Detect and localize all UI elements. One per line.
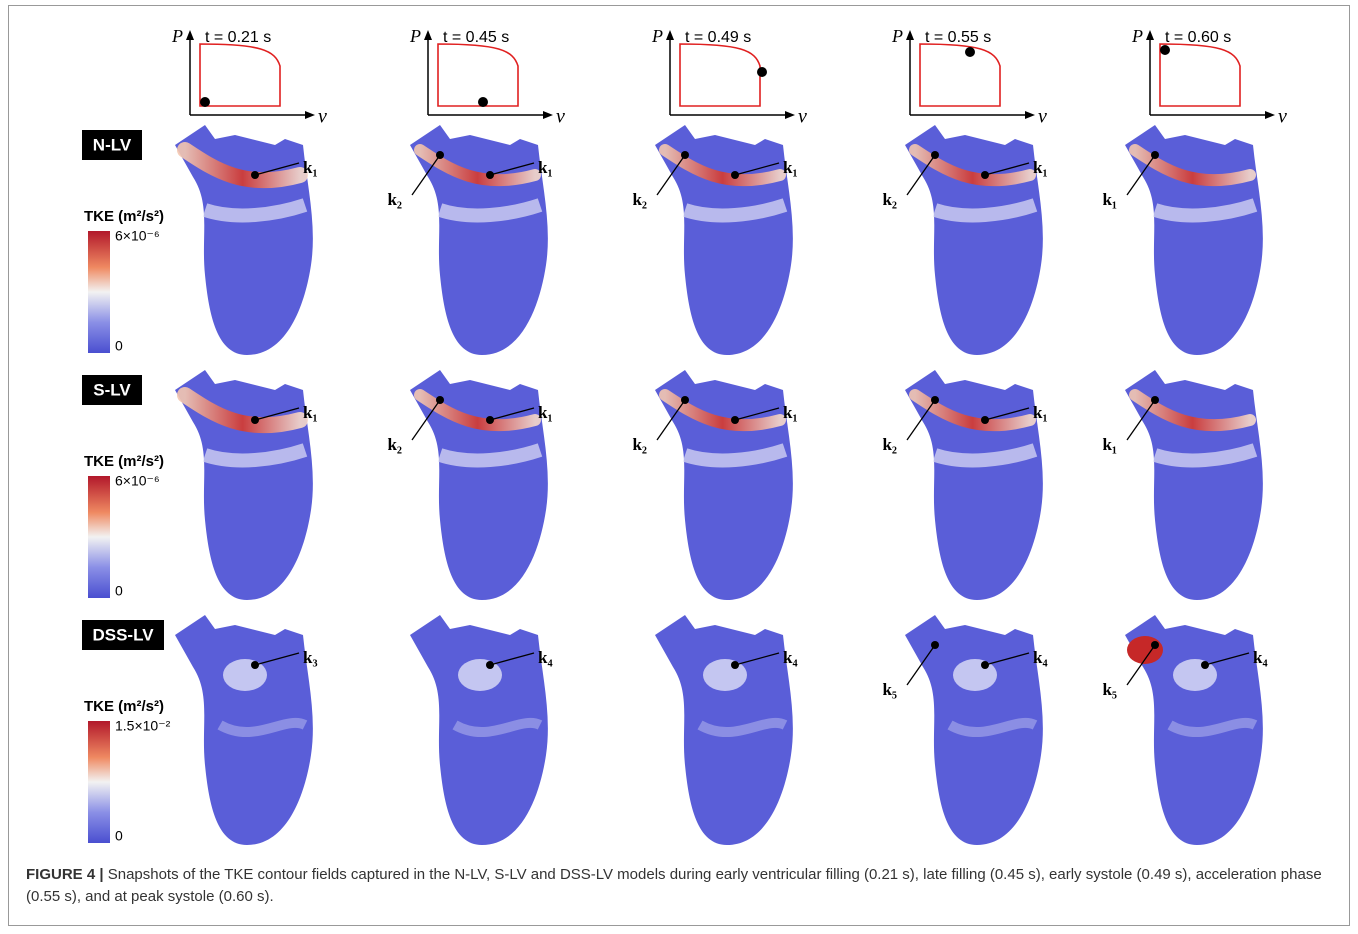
pv-loop — [1160, 44, 1240, 106]
pv-v-label: v — [798, 106, 807, 128]
colorbar-max: 6×10⁻⁶ — [115, 228, 160, 244]
colorbar-max: 1.5×10⁻² — [115, 718, 171, 734]
label-dot — [1201, 661, 1209, 669]
vortex-label: k₁ — [1033, 403, 1048, 422]
pv-dot — [965, 47, 975, 57]
pv-v-label: v — [318, 106, 327, 128]
vortex-label: k₁ — [538, 158, 553, 177]
label-dot — [981, 661, 989, 669]
vortex-label: k₃ — [303, 648, 318, 667]
label-dot — [436, 396, 444, 404]
colorbar-title: TKE (m²/s²) — [84, 698, 164, 715]
pv-p-label: P — [409, 26, 421, 46]
vortex-label: k₁ — [783, 403, 798, 422]
vortex-label: k₂ — [387, 190, 402, 209]
time-label: t = 0.55 s — [925, 29, 991, 46]
pv-v-label: v — [1278, 106, 1287, 128]
colorbar-title: TKE (m²/s²) — [84, 208, 164, 225]
pv-loop — [680, 44, 760, 106]
label-dot — [251, 661, 259, 669]
vortex-label: k₁ — [303, 158, 318, 177]
label-dot — [931, 641, 939, 649]
page: Pv t = 0.21 s Pv t = 0.45 s Pv t = 0.49 s Pv t … — [0, 0, 1358, 934]
time-label: t = 0.49 s — [685, 29, 751, 46]
pv-p-label: P — [171, 26, 183, 46]
pv-dot — [200, 97, 210, 107]
colorbar-min: 0 — [115, 828, 123, 844]
vortex-label: k₂ — [387, 435, 402, 454]
pv-p-label: P — [891, 26, 903, 46]
label-dot — [1151, 151, 1159, 159]
vortex-label: k₁ — [1102, 435, 1117, 454]
label-dot — [681, 151, 689, 159]
vortex-label: k₅ — [1102, 680, 1117, 699]
colorbar-max: 6×10⁻⁶ — [115, 473, 160, 489]
time-label: t = 0.45 s — [443, 29, 509, 46]
row-label: N-LV — [93, 135, 132, 154]
colorbar — [88, 231, 110, 353]
vortex-label: k₂ — [632, 190, 647, 209]
label-dot — [731, 416, 739, 424]
pv-v-label: v — [556, 106, 565, 128]
label-dot — [1151, 396, 1159, 404]
label-dot — [486, 661, 494, 669]
figure: Pv t = 0.21 s Pv t = 0.45 s Pv t = 0.49 s Pv t … — [0, 0, 1358, 860]
label-dot — [1151, 641, 1159, 649]
vortex-label: k₄ — [1253, 648, 1268, 667]
pv-loop — [438, 44, 518, 106]
caption-text: Snapshots of the TKE contour fields capt… — [26, 866, 1322, 905]
label-dot — [681, 396, 689, 404]
vortex-label: k₁ — [1102, 190, 1117, 209]
vortex-label: k₂ — [882, 435, 897, 454]
pv-p-label: P — [651, 26, 663, 46]
label-dot — [486, 171, 494, 179]
label-dot — [981, 416, 989, 424]
pv-loop — [920, 44, 1000, 106]
label-dot — [931, 396, 939, 404]
colorbar — [88, 476, 110, 598]
vortex-label: k₅ — [882, 680, 897, 699]
pv-v-label: v — [1038, 106, 1047, 128]
colorbar-min: 0 — [115, 338, 123, 354]
colorbar-title: TKE (m²/s²) — [84, 453, 164, 470]
label-dot — [251, 416, 259, 424]
row-label: S-LV — [93, 380, 131, 399]
label-dot — [931, 151, 939, 159]
caption-label: FIGURE 4 | — [26, 866, 104, 883]
pv-dot — [478, 97, 488, 107]
colorbar — [88, 721, 110, 843]
vortex-label: k₄ — [538, 648, 553, 667]
vortex-label: k₂ — [882, 190, 897, 209]
label-dot — [731, 661, 739, 669]
pv-p-label: P — [1131, 26, 1143, 46]
vortex-label: k₁ — [1033, 158, 1048, 177]
pv-dot — [1160, 45, 1170, 55]
time-label: t = 0.60 s — [1165, 29, 1231, 46]
colorbar-min: 0 — [115, 583, 123, 599]
label-dot — [486, 416, 494, 424]
label-dot — [731, 171, 739, 179]
caption: FIGURE 4 | Snapshots of the TKE contour … — [26, 864, 1326, 908]
label-dot — [436, 151, 444, 159]
vortex-label: k₁ — [783, 158, 798, 177]
vortex-label: k₁ — [303, 403, 318, 422]
row-label: DSS-LV — [92, 625, 154, 644]
pv-loop — [200, 44, 280, 106]
vortex-label: k₄ — [1033, 648, 1048, 667]
label-dot — [251, 171, 259, 179]
vortex-label: k₁ — [538, 403, 553, 422]
time-label: t = 0.21 s — [205, 29, 271, 46]
pv-dot — [757, 67, 767, 77]
label-dot — [981, 171, 989, 179]
vortex-label: k₂ — [632, 435, 647, 454]
vortex-label: k₄ — [783, 648, 798, 667]
